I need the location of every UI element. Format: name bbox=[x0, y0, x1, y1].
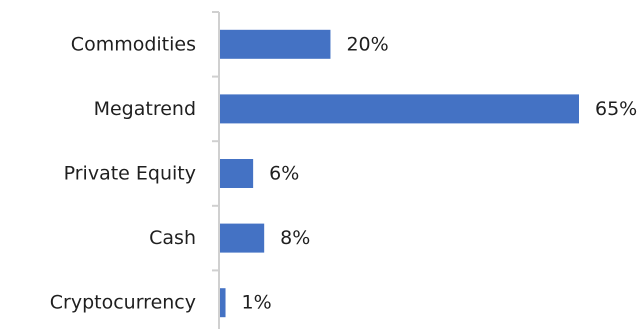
category-label: Cash bbox=[149, 227, 196, 249]
value-label: 6% bbox=[269, 163, 299, 185]
bar-cash bbox=[220, 223, 265, 253]
value-label: 20% bbox=[346, 33, 388, 55]
value-label: 65% bbox=[595, 98, 637, 120]
value-label: 1% bbox=[242, 292, 272, 314]
category-label: Private Equity bbox=[64, 163, 196, 185]
category-label: Cryptocurrency bbox=[50, 292, 196, 314]
bar-private-equity bbox=[220, 159, 254, 188]
bar-megatrend bbox=[220, 94, 579, 124]
category-label: Commodities bbox=[71, 33, 196, 55]
bar-cryptocurrency bbox=[220, 288, 226, 318]
category-label: Megatrend bbox=[94, 98, 196, 120]
bar-commodities bbox=[220, 29, 331, 59]
value-label: 8% bbox=[280, 227, 310, 249]
